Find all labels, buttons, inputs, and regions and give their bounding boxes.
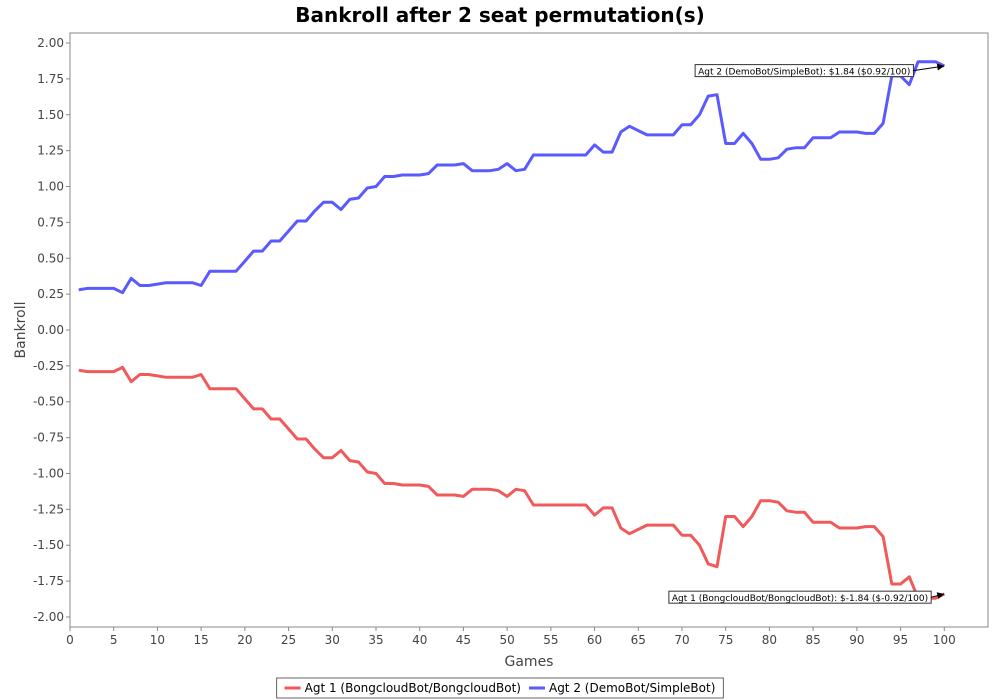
x-tick-label: 90 (849, 633, 864, 647)
x-tick-label: 40 (412, 633, 427, 647)
y-axis: -2.00 -1.75 -1.50 -1.25 -1.00 -0.75 -0.50 -0.25… (33, 36, 70, 624)
y-tick-label: 2.00 (37, 36, 64, 50)
y-axis-label: Bankroll (13, 302, 29, 359)
y-tick-label: 0.25 (37, 287, 64, 301)
legend-label: Agt 2 (DemoBot/SimpleBot) (549, 681, 715, 695)
series-line-agt-1 (78, 365, 945, 600)
annotation-2: Agt 1 (BongcloudBot/BongcloudBot): $-1.8… (668, 590, 945, 604)
y-tick-label: 1.00 (37, 180, 64, 194)
legend-frame (276, 677, 724, 699)
x-tick-label: 65 (631, 633, 646, 647)
annotation-arrowhead (936, 63, 945, 71)
x-tick-label: 100 (933, 633, 956, 647)
y-tick-label: -0.75 (33, 431, 64, 445)
y-tick-label: -0.25 (33, 359, 64, 373)
legend: Agt 1 (BongcloudBot/BongcloudBot) Agt 2 (… (276, 677, 724, 699)
y-tick-label: 1.75 (37, 72, 64, 86)
y-tick-label: -1.00 (33, 466, 64, 480)
x-tick-label: 80 (762, 633, 777, 647)
x-tick-label: 75 (718, 633, 733, 647)
annotation-label: Agt 2 (DemoBot/SimpleBot): $1.84 ($0.92/… (698, 68, 910, 78)
y-tick-label: 1.25 (37, 144, 64, 158)
x-tick-label: 85 (806, 633, 821, 647)
annotations: Agt 2 (DemoBot/SimpleBot): $1.84 ($0.92/… (668, 63, 945, 604)
annotation-label: Agt 1 (BongcloudBot/BongcloudBot): $-1.8… (672, 594, 928, 604)
x-axis: 0 5 10 15 20 25 30 35 40 45 50 55 60 65 70 75 80 85 90 95 10… (66, 627, 956, 647)
x-tick-label: 55 (543, 633, 558, 647)
annotation-1: Agt 2 (DemoBot/SimpleBot): $1.84 ($0.92/… (694, 63, 945, 78)
x-tick-label: 20 (237, 633, 252, 647)
legend-item-agt-1: Agt 1 (BongcloudBot/BongcloudBot) (284, 681, 521, 695)
y-tick-label: -1.50 (33, 538, 64, 552)
annotation-arrowhead (936, 592, 945, 600)
legend-item-agt-2: Agt 2 (DemoBot/SimpleBot) (528, 681, 715, 695)
y-tick-label: 1.50 (37, 108, 64, 122)
y-tick-label: -1.25 (33, 502, 64, 516)
y-tick-label: 0.50 (37, 251, 64, 265)
x-tick-label: 15 (194, 633, 209, 647)
y-tick-label: 0.75 (37, 215, 64, 229)
x-tick-label: 70 (674, 633, 689, 647)
x-tick-label: 50 (500, 633, 515, 647)
series-layer (78, 60, 945, 600)
x-tick-label: 25 (281, 633, 296, 647)
x-axis-label: Games (505, 654, 554, 670)
legend-label: Agt 1 (BongcloudBot/BongcloudBot) (305, 681, 521, 695)
x-tick-label: 10 (150, 633, 165, 647)
x-tick-label: 5 (110, 633, 118, 647)
x-tick-label: 60 (587, 633, 602, 647)
y-tick-label: -2.00 (33, 610, 64, 624)
x-tick-label: 35 (368, 633, 383, 647)
y-tick-label: -1.75 (33, 574, 64, 588)
x-tick-label: 95 (893, 633, 908, 647)
x-tick-label: 45 (456, 633, 471, 647)
plot-area (69, 32, 989, 628)
chart-title: Bankroll after 2 seat permutation(s) (295, 3, 705, 27)
x-tick-label: 0 (66, 633, 74, 647)
y-tick-label: 0.00 (37, 323, 64, 337)
y-tick-label: -0.50 (33, 395, 64, 409)
x-tick-label: 30 (325, 633, 340, 647)
series-line-agt-2 (78, 60, 945, 295)
